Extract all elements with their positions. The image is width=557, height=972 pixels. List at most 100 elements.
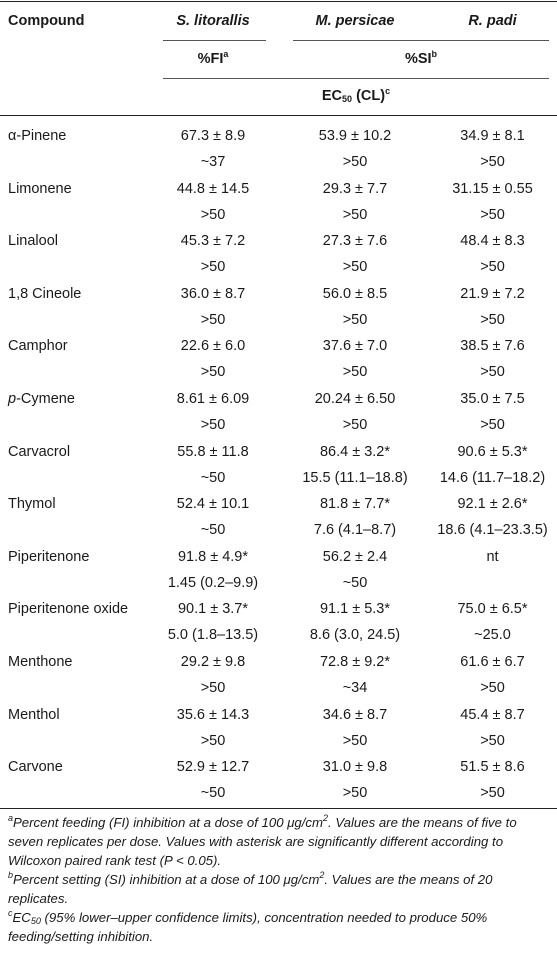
- footnote-c-marker: c: [8, 908, 13, 918]
- species-header-2: M. persicae: [315, 13, 395, 29]
- si-value-m-persicae: 81.8 ± 7.7*: [319, 496, 391, 512]
- fi-ec50: 1.45 (0.2–9.9): [167, 575, 259, 591]
- fi-ec50: >50: [200, 259, 226, 275]
- ec50-r-padi: >50: [480, 259, 505, 275]
- si-value-r-padi: nt: [486, 549, 499, 565]
- compound-name: Thymol: [8, 496, 56, 512]
- si-value-m-persicae: 37.6 ± 7.0: [322, 338, 388, 354]
- fi-value: 44.8 ± 14.5: [176, 181, 250, 197]
- si-header: %SIb: [293, 50, 549, 68]
- footnote-a: aPercent feeding (FI) inhibition at a do…: [8, 813, 553, 870]
- fi-ec50: ~37: [200, 154, 226, 170]
- ec50-r-padi: >50: [480, 733, 505, 749]
- footnote-b: bPercent setting (SI) inhibition at a do…: [8, 870, 553, 908]
- si-sup: b: [431, 49, 438, 59]
- ec50-r-padi: >50: [480, 785, 505, 801]
- fi-ec50: ~50: [200, 785, 226, 801]
- ec50-r-padi: >50: [480, 207, 505, 223]
- header-rule-2: [293, 40, 549, 41]
- compound-name: Linalool: [8, 233, 58, 249]
- top-rule: [0, 1, 557, 2]
- footnote-c: cEC50 (95% lower–upper confidence limits…: [8, 908, 553, 946]
- ec50-r-padi: ~25.0: [474, 627, 511, 643]
- fi-value: 36.0 ± 8.7: [180, 286, 246, 302]
- ec50-m-persicae: >50: [342, 733, 368, 749]
- si-value-m-persicae: 29.3 ± 7.7: [322, 181, 388, 197]
- si-value-r-padi: 92.1 ± 2.6*: [457, 496, 528, 512]
- fi-ec50: >50: [200, 417, 226, 433]
- fi-value: 90.1 ± 3.7*: [177, 601, 249, 617]
- ec50-m-persicae: >50: [342, 154, 368, 170]
- ec50-m-persicae: >50: [342, 364, 368, 380]
- fi-value: 45.3 ± 7.2: [180, 233, 246, 249]
- ec50-m-persicae: >50: [342, 417, 368, 433]
- ec-sup: c: [385, 86, 391, 96]
- ec50-m-persicae: >50: [342, 785, 368, 801]
- si-value-m-persicae: 56.0 ± 8.5: [322, 286, 388, 302]
- footnote-a-text-1: Percent feeding (FI) inhibition at a dos…: [13, 815, 323, 830]
- ec50-r-padi: >50: [480, 364, 505, 380]
- fi-sup: a: [223, 49, 229, 59]
- footnote-a-text-2: . Values are the means of five to seven …: [8, 815, 517, 868]
- footnote-b-text-2: . Values are the means of 20 replicates.: [8, 872, 493, 906]
- fi-ec50: >50: [200, 207, 226, 223]
- fi-value: 35.6 ± 14.3: [176, 707, 250, 723]
- fi-ec50: >50: [200, 364, 226, 380]
- si-value-r-padi: 45.4 ± 8.7: [460, 707, 525, 723]
- compound-name: Menthone: [8, 654, 73, 670]
- compound-name: Piperitenone oxide: [8, 601, 129, 617]
- compound-name: Carvacrol: [8, 444, 71, 460]
- si-value-m-persicae: 34.6 ± 8.7: [322, 707, 388, 723]
- compound-name-rest: -Cymene: [16, 391, 75, 407]
- si-value-m-persicae: 20.24 ± 6.50: [314, 391, 396, 407]
- ec50-m-persicae: >50: [342, 312, 368, 328]
- footnote-a-marker: a: [8, 813, 14, 823]
- ec50-m-persicae: >50: [342, 259, 368, 275]
- ec50-m-persicae: ~50: [342, 575, 368, 591]
- header-rule-3: [163, 78, 549, 79]
- compound-header: Compound: [8, 13, 85, 29]
- fi-header: %FIa: [148, 50, 278, 68]
- fi-value: 91.8 ± 4.9*: [177, 549, 249, 565]
- compound-name: Carvone: [8, 759, 63, 775]
- fi-value: 29.2 ± 9.8: [180, 654, 246, 670]
- ec50-m-persicae: 15.5 (11.1–18.8): [302, 470, 408, 486]
- fi-ec50: >50: [200, 680, 226, 696]
- footnote-b-text-1: Percent setting (SI) inhibition at a dos…: [13, 872, 320, 887]
- si-value-m-persicae: 72.8 ± 9.2*: [319, 654, 391, 670]
- si-value-r-padi: 48.4 ± 8.3: [460, 233, 525, 249]
- ec50-m-persicae: 7.6 (4.1–8.7): [313, 522, 397, 538]
- header-bottom-rule: [0, 115, 557, 116]
- ec50-r-padi: >50: [480, 312, 505, 328]
- compound-name: Camphor: [8, 338, 68, 354]
- footnote-b-exp: 2: [319, 870, 325, 880]
- ec50-r-padi: >50: [480, 154, 505, 170]
- si-value-m-persicae: 56.2 ± 2.4: [322, 549, 388, 565]
- fi-ec50: 5.0 (1.8–13.5): [167, 627, 259, 643]
- ec50-r-padi: >50: [480, 417, 505, 433]
- ec-header: EC50 (CL)c: [163, 87, 549, 105]
- compound-name: p-Cymene: [8, 390, 75, 408]
- fi-ec50: >50: [200, 312, 226, 328]
- ec50-r-padi: >50: [480, 680, 505, 696]
- compound-name: Piperitenone: [8, 549, 90, 565]
- species-header-1: S. litorallis: [176, 13, 250, 29]
- si-value-r-padi: 38.5 ± 7.6: [460, 338, 525, 354]
- footnote-b-marker: b: [8, 870, 14, 880]
- si-value-r-padi: 31.15 ± 0.55: [452, 181, 533, 197]
- si-value-r-padi: 75.0 ± 6.5*: [457, 601, 528, 617]
- ec50-r-padi: 14.6 (11.7–18.2): [439, 470, 546, 486]
- fi-ec50: ~50: [200, 522, 226, 538]
- ec-label-post: (CL): [352, 88, 386, 104]
- fi-value: 67.3 ± 8.9: [180, 128, 246, 144]
- header-rule-1: [163, 40, 266, 41]
- footnote-c-sub: 50: [30, 916, 41, 926]
- ec50-m-persicae: ~34: [342, 680, 368, 696]
- si-value-m-persicae: 31.0 ± 9.8: [322, 759, 388, 775]
- si-value-m-persicae: 86.4 ± 3.2*: [319, 444, 391, 460]
- compound-name-prefix: p: [8, 391, 17, 407]
- si-value-r-padi: 90.6 ± 5.3*: [457, 444, 528, 460]
- fi-value: 8.61 ± 6.09: [176, 391, 250, 407]
- footnote-c-text-2: (95% lower–upper confidence limits), con…: [8, 910, 488, 944]
